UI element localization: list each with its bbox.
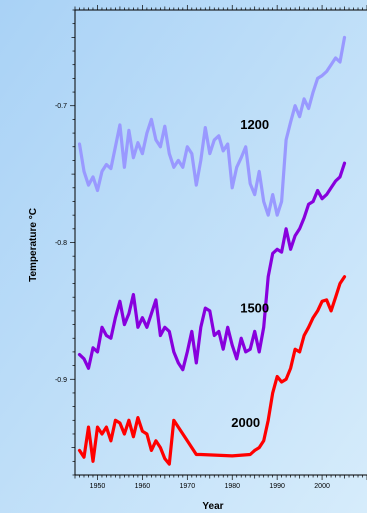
- x-tick-label: 2000: [314, 483, 330, 490]
- series-line-1500: [77, 161, 347, 372]
- series-line-1200: [77, 35, 347, 217]
- y-tick-label: -0.9: [55, 377, 67, 384]
- axes: 1950 1960 1970 1980 1990 2000 -0.7 -0.8 -0.9: [55, 5, 367, 490]
- series-layer: [77, 35, 347, 466]
- series-label-2000: 2000: [231, 415, 260, 430]
- labels-layer: 1200 1500 2000: [231, 117, 269, 430]
- x-tick-label: 1980: [224, 483, 240, 490]
- x-axis-title: Year: [202, 501, 223, 512]
- y-tick-label: -0.8: [55, 240, 67, 247]
- x-tick-label: 1990: [269, 483, 285, 490]
- x-tick-label: 1960: [135, 483, 151, 490]
- series-label-1200: 1200: [240, 117, 269, 132]
- x-tick-label: 1970: [180, 483, 196, 490]
- y-axis-title: Temperature °C: [28, 208, 39, 282]
- series-line-2000: [77, 275, 347, 466]
- x-tick-label: 1950: [90, 483, 106, 490]
- y-tick-label: -0.7: [55, 103, 67, 110]
- series-label-1500: 1500: [240, 300, 269, 315]
